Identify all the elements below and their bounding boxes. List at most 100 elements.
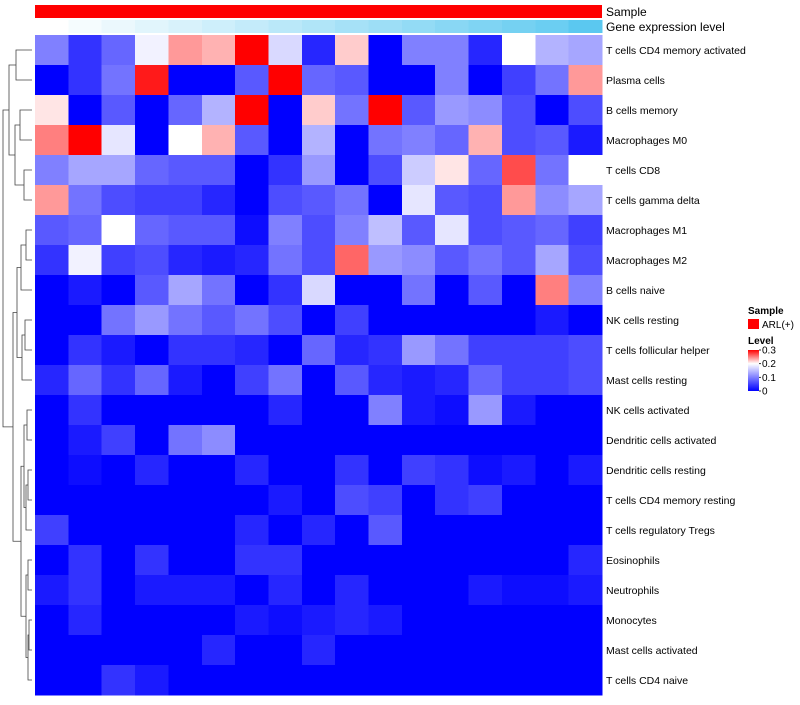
gene-expression-track-cell <box>535 20 570 33</box>
heatmap-cell <box>68 545 103 576</box>
heatmap-cell <box>401 485 436 516</box>
heatmap-cell <box>535 275 570 306</box>
heatmap-cell <box>35 395 69 426</box>
legend-level-title: Level <box>748 336 774 347</box>
heatmap-cell <box>35 455 69 486</box>
heatmap-cell <box>68 125 103 156</box>
heatmap-cell <box>535 65 570 96</box>
heatmap-cell <box>435 215 470 246</box>
heatmap-cell <box>368 395 403 426</box>
heatmap-cell <box>68 95 103 126</box>
heatmap-cell <box>368 575 403 606</box>
heatmap-cell <box>368 515 403 546</box>
heatmap-cell <box>435 185 470 216</box>
heatmap-cell <box>168 635 203 666</box>
heatmap-cell <box>235 35 270 66</box>
heatmap-cell <box>201 95 236 126</box>
heatmap-cell <box>101 125 136 156</box>
heatmap-cell <box>268 575 303 606</box>
heatmap-cell <box>201 455 236 486</box>
legend-level-colorbar <box>748 350 759 391</box>
heatmap-cell <box>501 455 536 486</box>
heatmap-cell <box>201 365 236 396</box>
row-label: Dendritic cells resting <box>606 465 706 477</box>
heatmap-cell <box>68 575 103 606</box>
heatmap-cell <box>268 605 303 636</box>
heatmap-cell <box>501 365 536 396</box>
heatmap-cell <box>468 245 503 276</box>
heatmap-cell <box>535 635 570 666</box>
heatmap-cell <box>135 215 170 246</box>
heatmap-cell <box>335 35 370 66</box>
heatmap-cell <box>568 185 603 216</box>
heatmap-cell <box>301 125 336 156</box>
heatmap-cell <box>568 335 603 366</box>
heatmap-cell <box>401 395 436 426</box>
row-label: Macrophages M0 <box>606 135 687 147</box>
heatmap-cell <box>501 335 536 366</box>
heatmap-cell <box>468 515 503 546</box>
heatmap-cell <box>501 35 536 66</box>
heatmap-cell <box>435 305 470 336</box>
gene-expression-track-cell <box>201 20 236 33</box>
heatmap-cell <box>235 455 270 486</box>
heatmap-cell <box>301 425 336 456</box>
heatmap-cell <box>468 395 503 426</box>
heatmap-cell <box>68 635 103 666</box>
heatmap-cell <box>201 665 236 696</box>
heatmap-cell <box>535 155 570 186</box>
heatmap-cell <box>335 305 370 336</box>
heatmap-cell <box>268 395 303 426</box>
sample-track-bar <box>35 5 602 18</box>
heatmap-cell <box>268 455 303 486</box>
heatmap-cell <box>68 485 103 516</box>
row-label: T cells follicular helper <box>606 345 710 357</box>
heatmap-cell <box>401 245 436 276</box>
heatmap-cell <box>135 275 170 306</box>
heatmap-cell <box>301 65 336 96</box>
heatmap-cell <box>568 605 603 636</box>
heatmap-cell <box>401 635 436 666</box>
heatmap-cell <box>568 635 603 666</box>
heatmap-cell <box>168 215 203 246</box>
heatmap-cell <box>235 365 270 396</box>
heatmap-cell <box>501 305 536 336</box>
heatmap-cell <box>35 605 69 636</box>
heatmap-cell <box>101 665 136 696</box>
heatmap-cell <box>201 155 236 186</box>
heatmap-cell <box>235 395 270 426</box>
heatmap-cell <box>168 275 203 306</box>
heatmap-cell <box>435 95 470 126</box>
heatmap-cell <box>135 545 170 576</box>
heatmap-cell <box>501 575 536 606</box>
legend-tick-label: 0.2 <box>762 359 776 370</box>
heatmap-cell <box>501 245 536 276</box>
heatmap-cell <box>568 155 603 186</box>
gene-expression-track-label: Gene expression level <box>606 20 725 34</box>
heatmap-cell <box>435 545 470 576</box>
row-label: Eosinophils <box>606 555 660 567</box>
heatmap-cell <box>268 425 303 456</box>
heatmap-cell <box>201 125 236 156</box>
heatmap-cell <box>235 635 270 666</box>
heatmap-cell <box>168 515 203 546</box>
heatmap-cell <box>235 425 270 456</box>
heatmap-cell <box>235 575 270 606</box>
heatmap-cell <box>468 635 503 666</box>
heatmap-cell <box>368 335 403 366</box>
row-label: Macrophages M1 <box>606 225 687 237</box>
heatmap-cell <box>568 305 603 336</box>
heatmap-cell <box>368 155 403 186</box>
heatmap-cell <box>101 365 136 396</box>
heatmap-cell <box>435 515 470 546</box>
heatmap-cell <box>335 215 370 246</box>
heatmap-cell <box>468 575 503 606</box>
heatmap-cell <box>468 455 503 486</box>
heatmap-cell <box>468 485 503 516</box>
heatmap-cell <box>235 545 270 576</box>
heatmap-cell <box>268 95 303 126</box>
heatmap-cell <box>168 425 203 456</box>
row-label: NK cells resting <box>606 315 679 327</box>
heatmap-cell <box>435 635 470 666</box>
heatmap-cell <box>35 485 69 516</box>
